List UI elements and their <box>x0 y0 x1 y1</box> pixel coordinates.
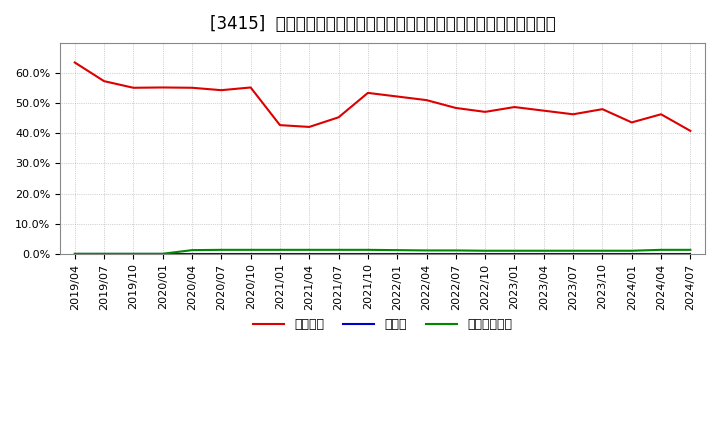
のれん <box>217 251 225 257</box>
Title: [3415]  自己資本、のれん、繰延税金資産の総資産に対する比率の推移: [3415] 自己資本、のれん、繰延税金資産の総資産に対する比率の推移 <box>210 15 555 33</box>
自己資本 <box>451 105 460 110</box>
のれん <box>71 251 79 257</box>
繰延税金資産 <box>188 247 197 253</box>
Line: 繰延税金資産: 繰延税金資産 <box>75 250 690 254</box>
のれん <box>686 251 695 257</box>
繰延税金資産 <box>246 247 255 253</box>
のれん <box>334 251 343 257</box>
のれん <box>627 251 636 257</box>
繰延税金資産 <box>276 247 284 253</box>
繰延税金資産 <box>627 248 636 253</box>
のれん <box>100 251 109 257</box>
のれん <box>510 251 519 257</box>
繰延税金資産 <box>481 248 490 253</box>
のれん <box>481 251 490 257</box>
自己資本 <box>334 115 343 120</box>
自己資本 <box>305 124 314 129</box>
繰延税金資産 <box>686 247 695 253</box>
繰延税金資産 <box>217 247 225 253</box>
自己資本 <box>71 60 79 65</box>
繰延税金資産 <box>71 251 79 257</box>
繰延税金資産 <box>158 251 167 257</box>
自己資本 <box>481 109 490 114</box>
自己資本 <box>188 85 197 90</box>
繰延税金資産 <box>334 247 343 253</box>
Line: 自己資本: 自己資本 <box>75 62 690 131</box>
自己資本 <box>129 85 138 90</box>
自己資本 <box>217 88 225 93</box>
自己資本 <box>393 94 402 99</box>
のれん <box>158 251 167 257</box>
繰延税金資産 <box>364 247 372 253</box>
繰延税金資産 <box>129 251 138 257</box>
繰延税金資産 <box>657 247 665 253</box>
自己資本 <box>364 90 372 95</box>
自己資本 <box>627 120 636 125</box>
自己資本 <box>657 112 665 117</box>
自己資本 <box>276 122 284 128</box>
自己資本 <box>100 78 109 84</box>
のれん <box>246 251 255 257</box>
繰延税金資産 <box>510 248 519 253</box>
のれん <box>129 251 138 257</box>
繰延税金資産 <box>539 248 548 253</box>
Legend: 自己資本, のれん, 繰延税金資産: 自己資本, のれん, 繰延税金資産 <box>248 313 517 336</box>
自己資本 <box>246 85 255 90</box>
のれん <box>569 251 577 257</box>
繰延税金資産 <box>422 248 431 253</box>
自己資本 <box>569 112 577 117</box>
のれん <box>188 251 197 257</box>
繰延税金資産 <box>393 247 402 253</box>
のれん <box>305 251 314 257</box>
のれん <box>364 251 372 257</box>
繰延税金資産 <box>569 248 577 253</box>
のれん <box>393 251 402 257</box>
のれん <box>422 251 431 257</box>
のれん <box>657 251 665 257</box>
繰延税金資産 <box>451 248 460 253</box>
のれん <box>276 251 284 257</box>
繰延税金資産 <box>598 248 607 253</box>
繰延税金資産 <box>100 251 109 257</box>
自己資本 <box>686 128 695 133</box>
自己資本 <box>510 104 519 110</box>
のれん <box>598 251 607 257</box>
自己資本 <box>539 108 548 114</box>
のれん <box>451 251 460 257</box>
自己資本 <box>598 106 607 112</box>
のれん <box>539 251 548 257</box>
自己資本 <box>158 85 167 90</box>
自己資本 <box>422 98 431 103</box>
繰延税金資産 <box>305 247 314 253</box>
